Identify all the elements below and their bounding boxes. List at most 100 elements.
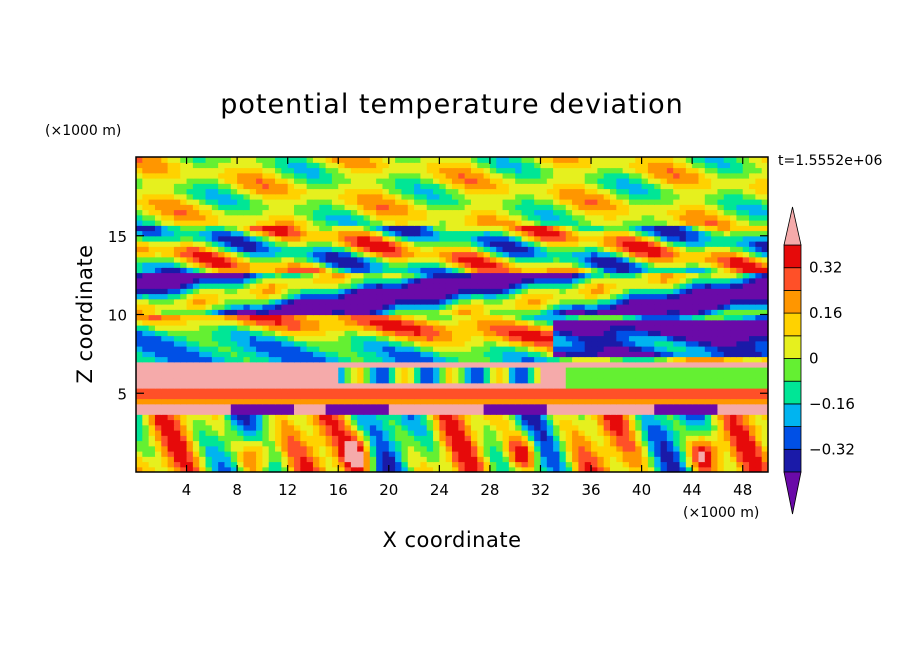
contour-cell — [489, 419, 497, 426]
contour-cell — [331, 414, 339, 421]
contour-cell — [433, 288, 440, 295]
contour-cell — [445, 235, 453, 242]
contour-cell — [369, 235, 377, 242]
contour-cell — [553, 251, 561, 258]
contour-cell — [268, 262, 276, 268]
contour-cell — [527, 409, 535, 415]
contour-cell — [369, 319, 377, 326]
contour-cell — [439, 325, 447, 331]
contour-cell — [755, 272, 763, 279]
contour-cell — [306, 241, 314, 247]
contour-cell — [483, 241, 491, 247]
contour-cell — [540, 398, 548, 405]
contour-cell — [344, 409, 352, 415]
contour-cell — [331, 419, 339, 426]
contour-cell — [685, 419, 693, 426]
contour-cell — [230, 235, 238, 242]
contour-cell — [704, 388, 712, 394]
contour-cell — [553, 388, 561, 394]
contour-cell — [420, 209, 428, 216]
contour-cell — [224, 335, 232, 342]
contour-cell — [502, 398, 510, 405]
contour-cell — [673, 356, 681, 363]
contour-cell — [635, 325, 643, 331]
contour-cell — [237, 377, 245, 384]
contour-cell — [723, 319, 731, 326]
contour-cell — [407, 262, 415, 268]
contour-cell — [559, 403, 567, 410]
contour-cell — [452, 256, 459, 263]
contour-cell — [515, 283, 523, 289]
contour-cell — [654, 409, 662, 415]
contour-cell — [736, 456, 744, 463]
contour-cell — [641, 372, 649, 379]
contour-cell — [249, 262, 257, 268]
contour-cell — [211, 277, 219, 284]
contour-cell — [363, 277, 371, 284]
contour-cell — [357, 214, 365, 221]
contour-cell — [338, 220, 346, 226]
contour-cell — [136, 209, 143, 216]
contour-cell — [338, 382, 346, 389]
contour-cell — [546, 309, 554, 316]
contour-cell — [306, 409, 314, 415]
contour-cell — [628, 272, 636, 279]
contour-cell — [395, 377, 403, 384]
contour-cell — [540, 220, 548, 226]
contour-cell — [477, 283, 485, 289]
contour-cell — [591, 283, 598, 289]
contour-cell — [711, 430, 719, 436]
contour-cell — [647, 288, 655, 295]
contour-cell — [654, 351, 662, 358]
contour-cell — [755, 456, 763, 463]
contour-cell — [685, 309, 693, 316]
contour-cell — [502, 235, 510, 242]
contour-cell — [502, 377, 510, 384]
contour-cell — [281, 403, 289, 410]
contour-cell — [211, 419, 219, 426]
contour-cell — [376, 451, 384, 457]
contour-cell — [666, 251, 674, 258]
contour-cell — [679, 262, 687, 268]
contour-cell — [376, 398, 384, 405]
contour-cell — [692, 225, 700, 232]
contour-cell — [306, 246, 314, 253]
contour-cell — [369, 361, 377, 368]
contour-cell — [679, 356, 687, 363]
contour-cell — [723, 256, 731, 263]
contour-cell — [483, 277, 491, 284]
contour-cell — [483, 398, 491, 405]
contour-cell — [331, 466, 339, 472]
contour-cell — [161, 414, 169, 421]
contour-cell — [483, 419, 491, 426]
contour-cell — [382, 314, 390, 321]
contour-cell — [249, 319, 257, 326]
contour-cell — [711, 419, 719, 426]
contour-cell — [572, 409, 579, 415]
contour-cell — [546, 246, 554, 253]
contour-cell — [388, 367, 396, 373]
contour-cell — [641, 288, 649, 295]
contour-cell — [148, 272, 156, 279]
contour-cell — [666, 246, 674, 253]
contour-cell — [635, 403, 643, 410]
contour-cell — [230, 241, 238, 247]
contour-cell — [666, 304, 674, 310]
contour-cell — [382, 398, 390, 405]
contour-cell — [666, 235, 674, 242]
contour-cell — [211, 330, 219, 337]
contour-cell — [496, 298, 504, 305]
contour-cell — [717, 414, 725, 421]
contour-cell — [136, 414, 143, 421]
contour-cell — [325, 361, 333, 368]
contour-cell — [641, 246, 649, 253]
contour-cell — [679, 256, 687, 263]
contour-cell — [527, 430, 535, 436]
contour-cell — [445, 256, 453, 263]
contour-cell — [433, 414, 440, 421]
contour-cell — [572, 367, 579, 373]
contour-cell — [369, 335, 377, 342]
contour-cell — [294, 346, 301, 352]
contour-cell — [628, 377, 636, 384]
contour-cell — [357, 414, 365, 421]
